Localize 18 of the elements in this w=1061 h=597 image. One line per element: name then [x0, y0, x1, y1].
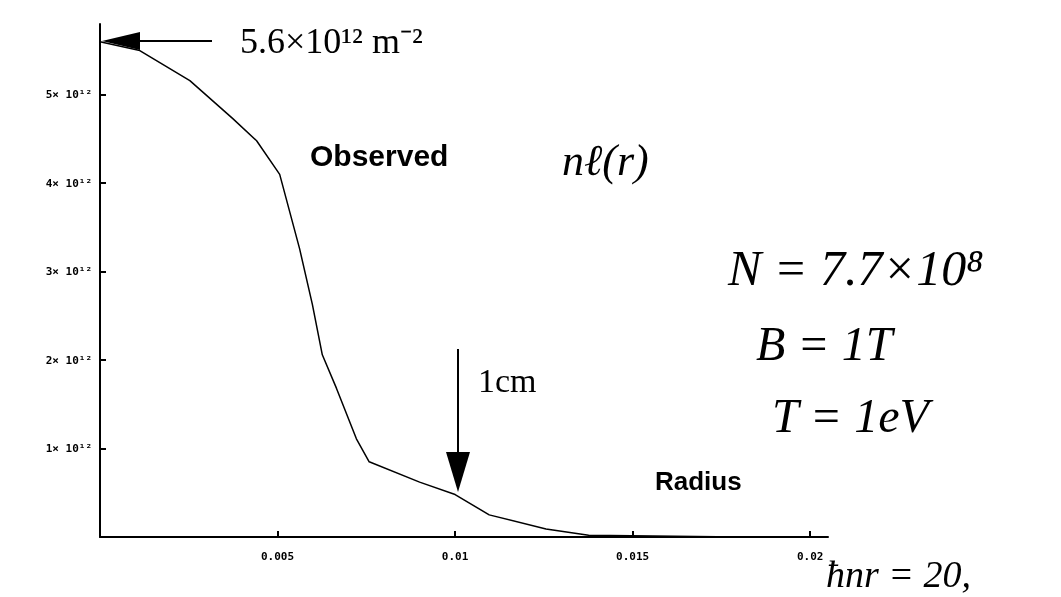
y-tick-label: 5× 10¹² [45, 88, 92, 102]
y-tick-label: 1× 10¹² [45, 442, 92, 456]
x-tick-label: 0.005 [261, 550, 295, 563]
x-axis-title: Radius [655, 466, 742, 496]
x-tick-label: 0.02 [796, 550, 824, 563]
x-tick-label: 0.01 [441, 550, 469, 563]
annotation: 5.6×10¹² m⁻² [240, 21, 423, 61]
annotation: T = 1eV [772, 388, 934, 442]
text: ħnr = 20, [826, 553, 971, 595]
x-tick-label: 0.015 [616, 550, 650, 563]
annotation: B = 1T [756, 316, 896, 370]
y-tick-label: 4× 10¹² [45, 176, 92, 190]
annotation: Observed [310, 138, 449, 172]
y-tick-label: 3× 10¹² [45, 265, 92, 279]
annotation: N = 7.7×10⁸ [727, 240, 984, 296]
annotation: nℓ(r) [562, 135, 649, 185]
annotation: 1cm [478, 361, 537, 399]
y-tick-label: 2× 10¹² [45, 353, 92, 367]
